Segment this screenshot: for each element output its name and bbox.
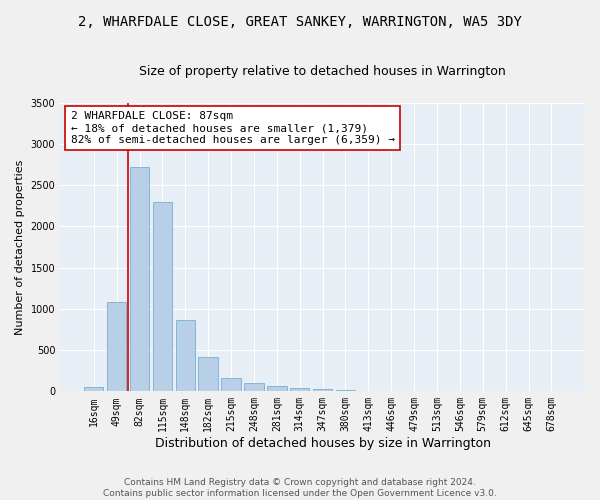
Text: 2 WHARFDALE CLOSE: 87sqm
← 18% of detached houses are smaller (1,379)
82% of sem: 2 WHARFDALE CLOSE: 87sqm ← 18% of detach… xyxy=(71,112,395,144)
Bar xyxy=(176,320,195,392)
Bar xyxy=(244,383,263,392)
Bar xyxy=(290,388,310,392)
Bar xyxy=(313,389,332,392)
Bar xyxy=(267,386,287,392)
Bar xyxy=(199,356,218,392)
Bar xyxy=(359,390,378,392)
Title: Size of property relative to detached houses in Warrington: Size of property relative to detached ho… xyxy=(139,65,506,78)
Bar xyxy=(221,378,241,392)
Bar xyxy=(84,387,103,392)
Bar xyxy=(107,302,127,392)
X-axis label: Distribution of detached houses by size in Warrington: Distribution of detached houses by size … xyxy=(155,437,491,450)
Text: Contains HM Land Registry data © Crown copyright and database right 2024.
Contai: Contains HM Land Registry data © Crown c… xyxy=(103,478,497,498)
Bar xyxy=(336,390,355,392)
Text: 2, WHARFDALE CLOSE, GREAT SANKEY, WARRINGTON, WA5 3DY: 2, WHARFDALE CLOSE, GREAT SANKEY, WARRIN… xyxy=(78,15,522,29)
Bar xyxy=(152,202,172,392)
Y-axis label: Number of detached properties: Number of detached properties xyxy=(15,160,25,334)
Bar xyxy=(130,167,149,392)
